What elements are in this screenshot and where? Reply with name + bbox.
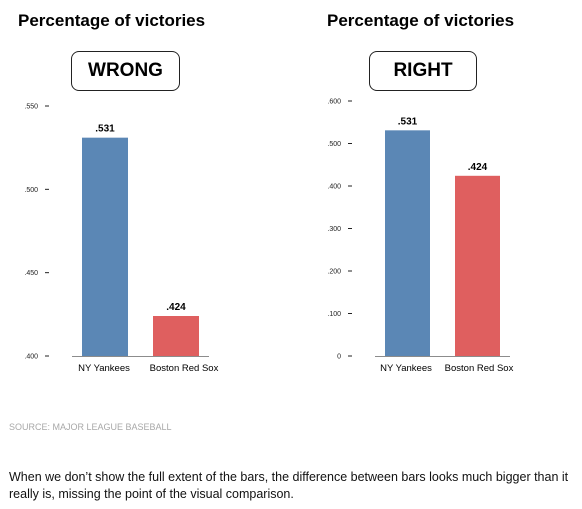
- caption-text: When we don’t show the full extent of th…: [9, 470, 569, 501]
- right-value-label-yankees: .531: [398, 116, 418, 127]
- right-tag: RIGHT: [369, 51, 477, 91]
- right-value-label-redsox: .424: [468, 162, 488, 173]
- wrong-value-label-yankees: .531: [95, 124, 115, 135]
- wrong-y-tick-label: .550: [24, 104, 38, 111]
- right-y-tick-label: .100: [327, 311, 341, 318]
- right-bar-redsox: [455, 175, 500, 356]
- wrong-tag: WRONG: [71, 51, 180, 91]
- right-category-label-redsox: Boston Red Sox: [445, 363, 514, 374]
- wrong-category-label-yankees: NY Yankees: [78, 363, 130, 374]
- right-y-tick-label: .600: [327, 99, 341, 106]
- right-bar-chart: 0 .100 .200 .300 .400 .500 .600 .531 NY Yankees.…: [327, 99, 514, 375]
- right-category-label-yankees: NY Yankees: [380, 363, 432, 374]
- wrong-category-label-redsox: Boston Red Sox: [150, 363, 219, 374]
- wrong-value-label-redsox: .424: [166, 302, 186, 313]
- right-y-tick-label: .500: [327, 141, 341, 148]
- wrong-bar-yankees: [82, 137, 128, 356]
- right-y-tick-label: .200: [327, 269, 341, 276]
- wrong-bar-chart: .400 .450 .500 .550 .531 NY Yankees .424 Boston…: [24, 104, 219, 375]
- right-y-tick-label: .300: [327, 226, 341, 233]
- source-note: SOURCE: MAJOR LEAGUE BASEBALL: [9, 422, 172, 432]
- right-y-tick-label: 0: [337, 354, 341, 361]
- right-y-tick-label: .400: [327, 184, 341, 191]
- wrong-bar-redsox: [153, 316, 199, 356]
- wrong-y-tick-label: .400: [24, 354, 38, 361]
- right-bar-yankees: [385, 130, 430, 356]
- wrong-y-tick-label: .450: [24, 270, 38, 277]
- right-chart-title: Percentage of victories: [327, 11, 515, 30]
- left-chart-title: Percentage of victories: [18, 11, 206, 30]
- wrong-y-tick-label: .500: [24, 187, 38, 194]
